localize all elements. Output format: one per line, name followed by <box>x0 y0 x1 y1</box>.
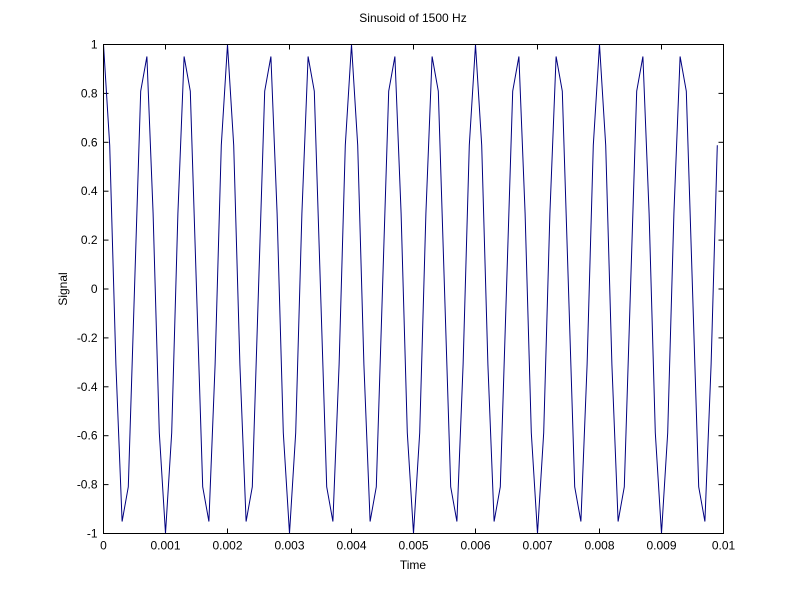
x-tick-label: 0.008 <box>584 539 614 553</box>
axes-box <box>103 44 724 534</box>
y-tick-label: 0.6 <box>81 135 98 149</box>
x-tick-label: 0.009 <box>646 539 676 553</box>
x-tick-label: 0 <box>100 539 107 553</box>
y-tick-label: 0.2 <box>81 233 98 247</box>
x-axis-label: Time <box>400 558 427 572</box>
y-tick-label: 0 <box>91 282 98 296</box>
x-tick-label: 0.001 <box>150 539 180 553</box>
axis-ticks: 0 0.001 0.002 0.003 0.004 0.005 0.006 0.007 0.00… <box>77 38 736 553</box>
chart-title: Sinusoid of 1500 Hz <box>359 11 466 25</box>
y-tick-label: -0.4 <box>77 380 98 394</box>
y-tick-label: 0.4 <box>81 184 98 198</box>
y-tick-label: -0.8 <box>77 478 98 492</box>
y-tick-label: 1 <box>91 38 98 52</box>
y-tick-label: 0.8 <box>81 86 98 100</box>
x-tick-label: 0.01 <box>712 539 736 553</box>
y-tick-label: -1 <box>87 527 98 541</box>
y-tick-label: -0.2 <box>77 331 98 345</box>
x-tick-label: 0.002 <box>212 539 242 553</box>
y-axis-label: Signal <box>56 272 70 305</box>
series-line-signal <box>103 44 718 534</box>
x-tick-label: 0.004 <box>336 539 366 553</box>
x-tick-label: 0.007 <box>522 539 552 553</box>
y-tick-label: -0.6 <box>77 429 98 443</box>
x-tick-label: 0.005 <box>398 539 428 553</box>
x-tick-label: 0.006 <box>460 539 490 553</box>
x-tick-label: 0.003 <box>274 539 304 553</box>
